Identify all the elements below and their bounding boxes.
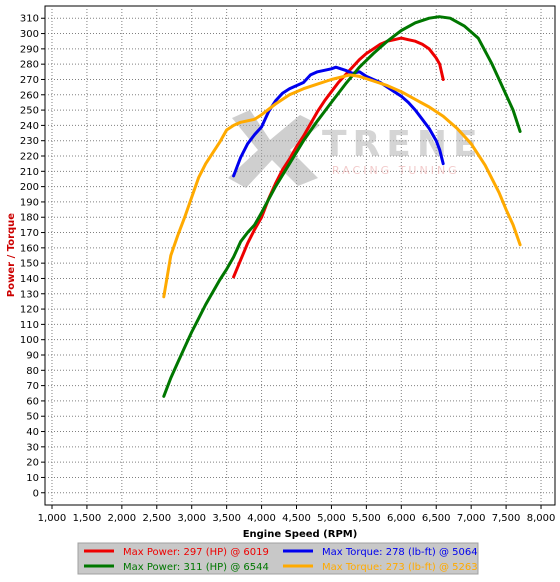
y-tick-label: 110 [20, 320, 39, 331]
y-tick-label: 150 [20, 259, 39, 270]
x-tick-label: 6,000 [387, 513, 416, 524]
series [162, 15, 522, 398]
y-tick-label: 90 [26, 350, 39, 361]
x-tick-label: 1,000 [38, 513, 67, 524]
y-tick-label: 310 [20, 14, 39, 25]
y-tick-label: 240 [20, 121, 39, 132]
y-tick-label: 280 [20, 60, 39, 71]
y-tick-label: 210 [20, 167, 39, 178]
x-tick-label: 8,000 [527, 513, 556, 524]
logo-tagline: RACING TUNING [332, 164, 460, 177]
y-axis-ticks: 0 10 20 30 40 50 60 70 80 90 100 110 120 130 140 150 160… [20, 14, 45, 499]
y-tick-label: 40 [26, 427, 39, 438]
legend-label-2: Max Torque: 278 (lb-ft) @ 5064 [322, 547, 478, 558]
legend-label-1: Max Power: 297 (HP) @ 6019 [123, 547, 269, 558]
logo-x-mark [228, 110, 320, 188]
y-tick-label: 20 [26, 458, 39, 469]
x-tick-label: 2,500 [142, 513, 171, 524]
y-tick-label: 10 [26, 473, 39, 484]
legend-label-3: Max Power: 311 (HP) @ 6544 [123, 562, 269, 573]
x-tick-label: 4,500 [282, 513, 311, 524]
x-tick-label: 7,000 [457, 513, 486, 524]
y-tick-label: 300 [20, 29, 39, 40]
y-tick-label: 190 [20, 197, 39, 208]
series-line-4 [162, 73, 522, 299]
logo-wordmark: TRENE [322, 124, 484, 165]
xtreme-logo: TRENE RACING TUNING [228, 110, 484, 188]
legend: Max Power: 297 (HP) @ 6019 Max Torque: 2… [77, 542, 479, 575]
y-tick-label: 230 [20, 136, 39, 147]
y-tick-label: 30 [26, 442, 39, 453]
y-tick-label: 270 [20, 75, 39, 86]
y-tick-label: 140 [20, 274, 39, 285]
y-tick-label: 60 [26, 396, 39, 407]
y-tick-label: 260 [20, 90, 39, 101]
y-tick-label: 70 [26, 381, 39, 392]
grid [45, 6, 555, 505]
y-tick-label: 200 [20, 182, 39, 193]
x-axis-ticks: 1,000 1,500 2,000 2,500 3,000 3,500 4,000 4,500… [38, 505, 556, 524]
y-tick-label: 120 [20, 305, 39, 316]
x-tick-label: 7,500 [492, 513, 521, 524]
y-tick-label: 80 [26, 366, 39, 377]
series-line-3 [162, 15, 522, 398]
x-tick-label: 6,500 [422, 513, 451, 524]
y-tick-label: 130 [20, 289, 39, 300]
y-axis-title: Power / Torque [6, 213, 17, 297]
y-tick-label: 170 [20, 228, 39, 239]
x-tick-label: 4,000 [247, 513, 276, 524]
x-tick-label: 5,000 [317, 513, 346, 524]
y-tick-label: 160 [20, 243, 39, 254]
x-tick-label: 2,000 [108, 513, 137, 524]
y-tick-label: 290 [20, 44, 39, 55]
y-tick-label: 0 [33, 488, 39, 499]
x-tick-label: 3,000 [177, 513, 206, 524]
x-tick-label: 3,500 [212, 513, 241, 524]
y-tick-label: 180 [20, 213, 39, 224]
y-tick-label: 250 [20, 106, 39, 117]
legend-label-4: Max Torque: 273 (lb-ft) @ 5263 [322, 562, 478, 573]
legend-box [77, 542, 479, 575]
x-tick-label: 1,500 [73, 513, 102, 524]
x-axis-title: Engine Speed (RPM) [243, 529, 358, 540]
x-tick-label: 5,500 [352, 513, 381, 524]
y-tick-label: 100 [20, 335, 39, 346]
y-tick-label: 50 [26, 412, 39, 423]
y-tick-label: 220 [20, 152, 39, 163]
